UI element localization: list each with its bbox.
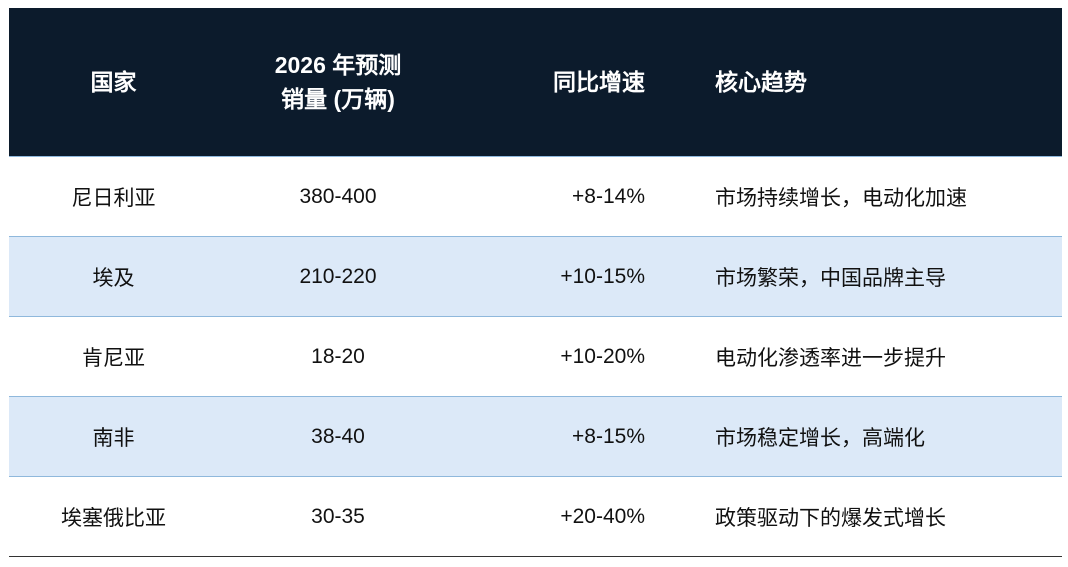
- header-line: 2026 年预测: [274, 52, 402, 78]
- table-row: 尼日利亚 380-400 +8-14% 市场持续增长，电动化加速: [9, 156, 1062, 237]
- table-cell: 埃塞俄比亚: [9, 476, 218, 557]
- table-row: 肯尼亚 18-20 +10-20% 电动化渗透率进一步提升: [9, 316, 1062, 397]
- table-cell: 18-20: [218, 316, 458, 397]
- table-cell: 埃及: [9, 236, 218, 317]
- table-cell: 38-40: [218, 396, 458, 477]
- table-row: 埃及 210-220 +10-15% 市场繁荣，中国品牌主导: [9, 236, 1062, 317]
- table-cell: 380-400: [218, 156, 458, 237]
- table-body: 尼日利亚 380-400 +8-14% 市场持续增长，电动化加速 埃及 210-220 +1…: [9, 156, 1062, 557]
- table-cell: 市场稳定增长，高端化: [657, 396, 1062, 477]
- table-cell: 电动化渗透率进一步提升: [657, 316, 1062, 397]
- table-cell: 南非: [9, 396, 218, 477]
- header-cell: 国家: [9, 8, 218, 157]
- table-cell: 肯尼亚: [9, 316, 218, 397]
- header-cell: 核心趋势: [657, 8, 1062, 157]
- header-cell: 2026 年预测 销量 (万辆): [218, 8, 458, 157]
- table-cell: +8-14%: [458, 156, 657, 237]
- table-cell: 市场繁荣，中国品牌主导: [657, 236, 1062, 317]
- table-cell: +8-15%: [458, 396, 657, 477]
- table-cell: 30-35: [218, 476, 458, 557]
- table-cell: 政策驱动下的爆发式增长: [657, 476, 1062, 557]
- table-cell: +20-40%: [458, 476, 657, 557]
- table-row: 埃塞俄比亚 30-35 +20-40% 政策驱动下的爆发式增长: [9, 476, 1062, 557]
- table-cell: +10-20%: [458, 316, 657, 397]
- table-header: 国家 2026 年预测 销量 (万辆) 同比增速 核心趋势: [9, 8, 1062, 157]
- data-table: 国家 2026 年预测 销量 (万辆) 同比增速 核心趋势 尼日利亚 380-400 +8-…: [9, 8, 1062, 557]
- table-cell: +10-15%: [458, 236, 657, 317]
- table-cell: 210-220: [218, 236, 458, 317]
- table-cell: 尼日利亚: [9, 156, 218, 237]
- table-cell: 市场持续增长，电动化加速: [657, 156, 1062, 237]
- header-cell: 同比增速: [458, 8, 657, 157]
- header-row: 国家 2026 年预测 销量 (万辆) 同比增速 核心趋势: [9, 8, 1062, 157]
- table-row: 南非 38-40 +8-15% 市场稳定增长，高端化: [9, 396, 1062, 477]
- header-line: 销量 (万辆): [281, 86, 395, 112]
